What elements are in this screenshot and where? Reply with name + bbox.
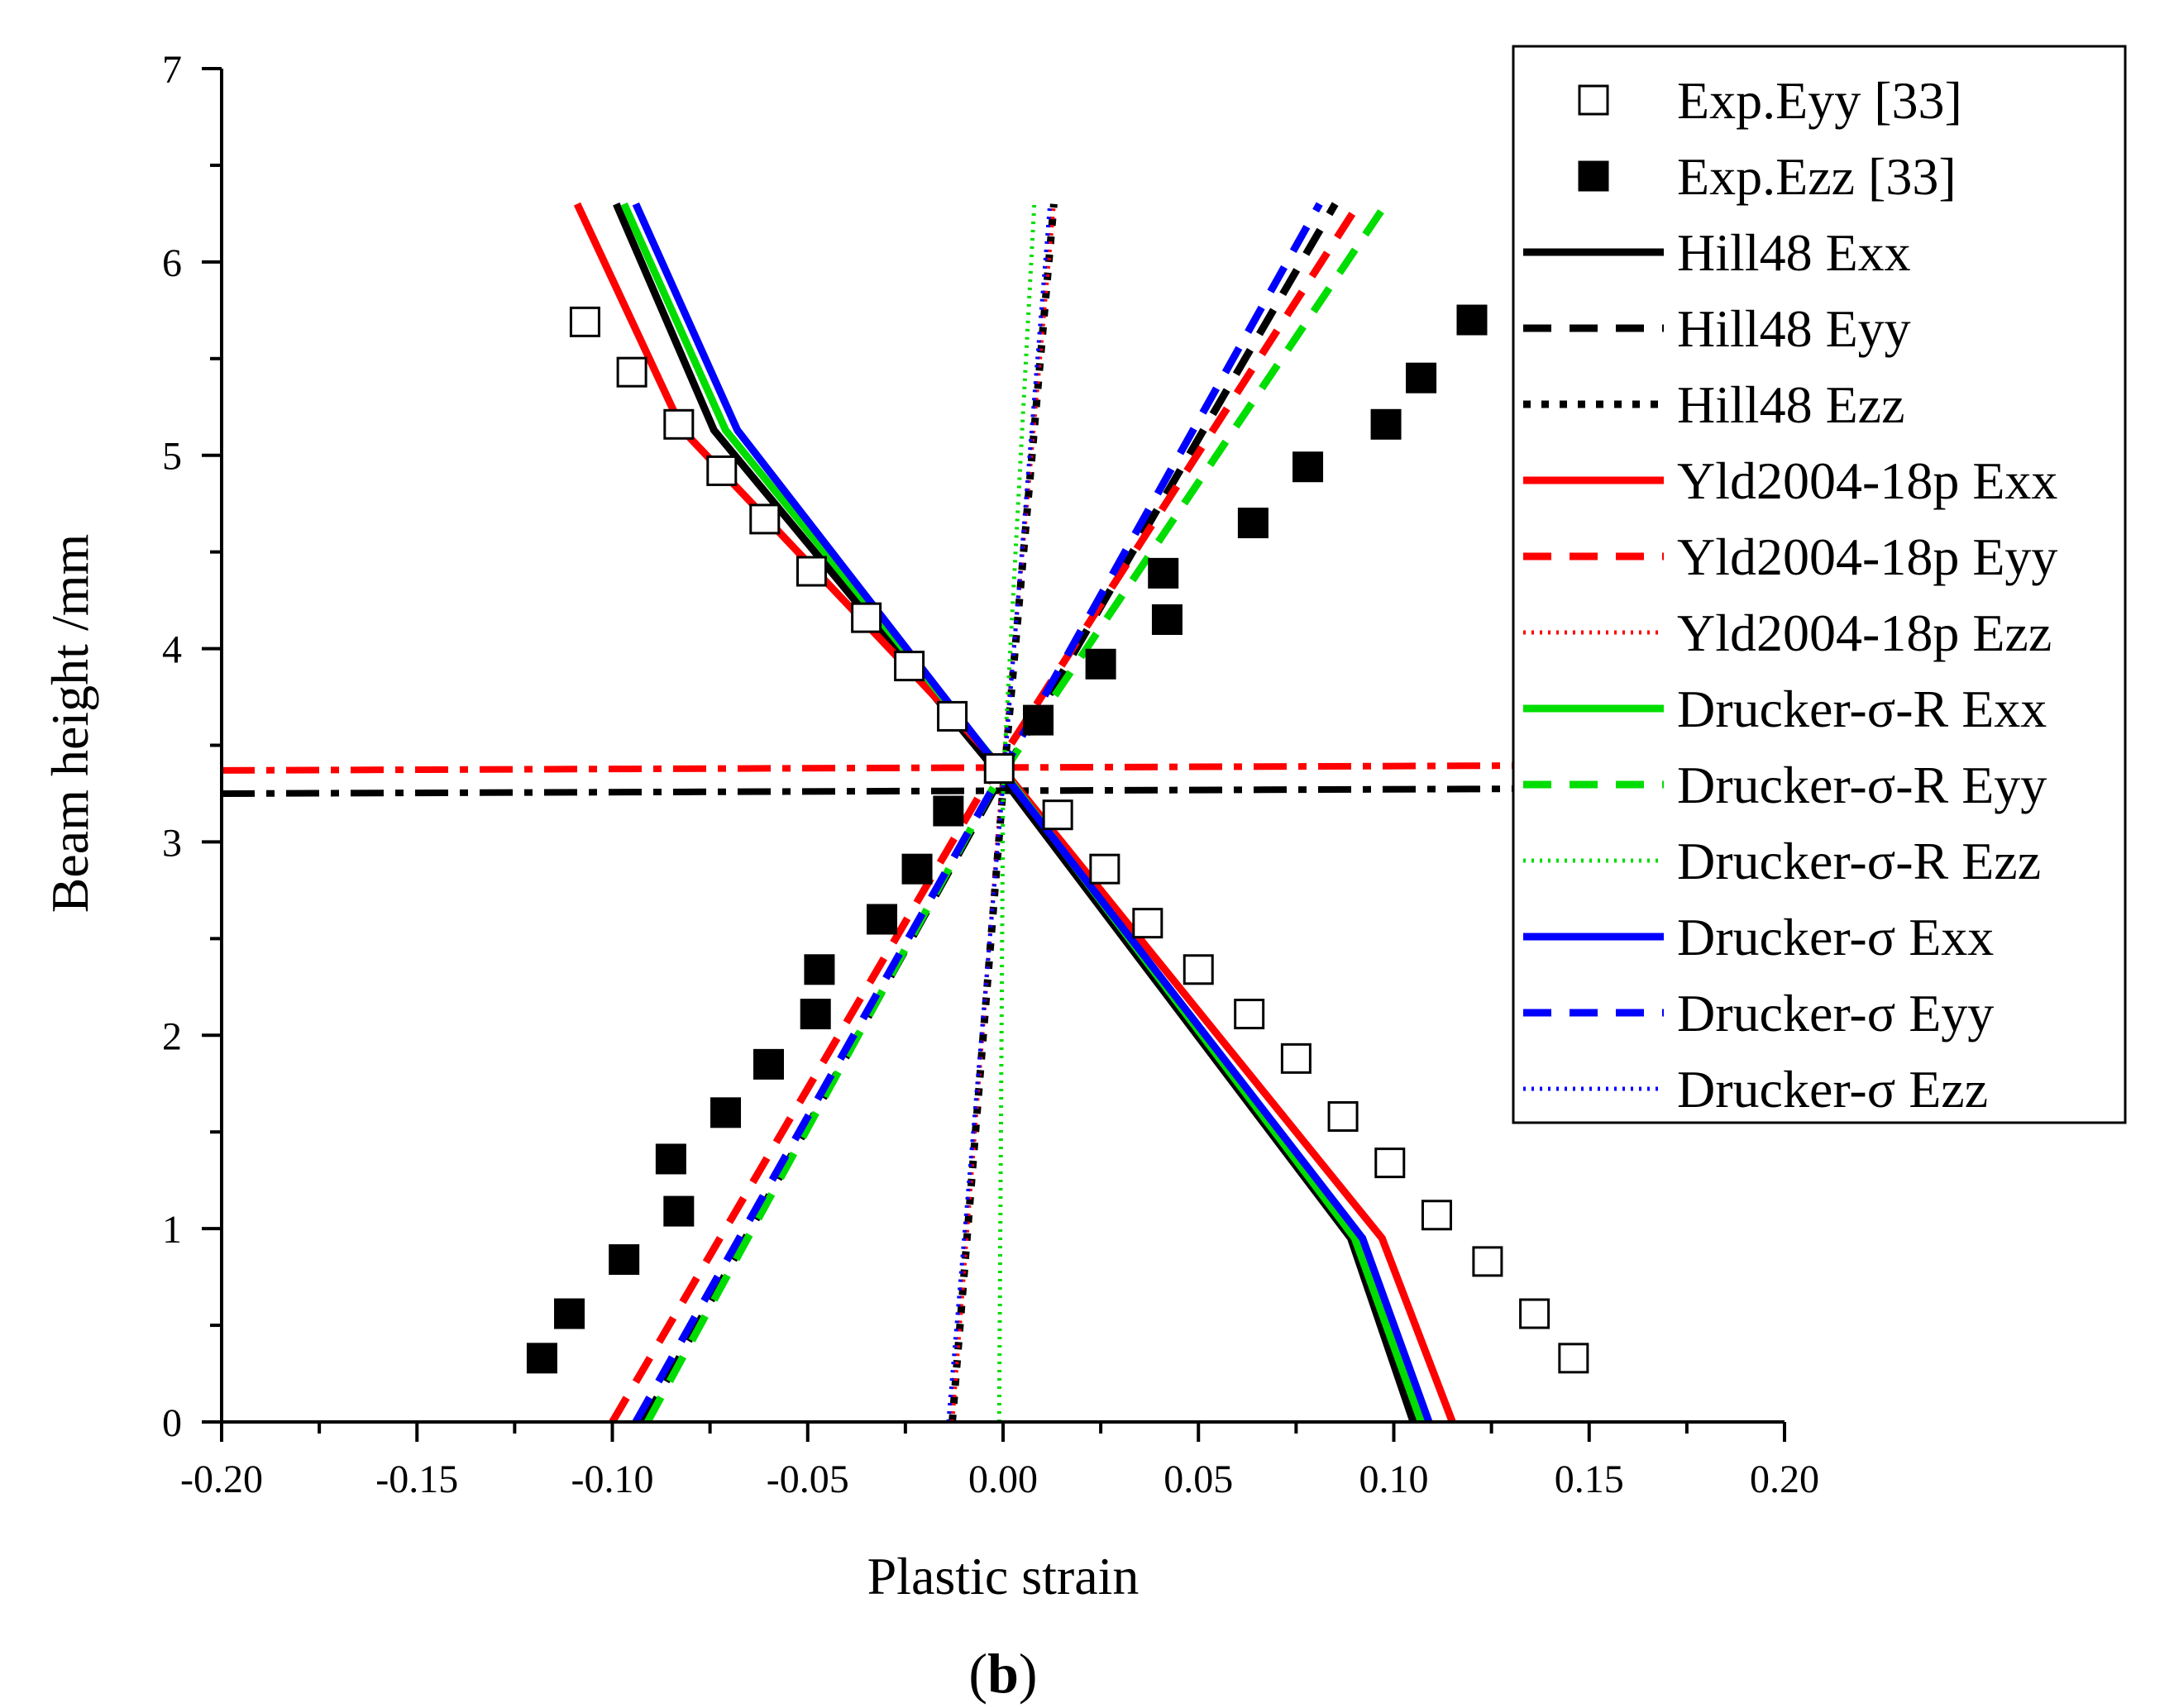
- data-point-exp-eyy-33: [569, 306, 600, 337]
- data-point-exp-ezz-33: [1292, 451, 1324, 483]
- data-point-exp-ezz-33: [554, 1298, 585, 1329]
- data-point-exp-eyy-33: [1089, 853, 1120, 885]
- x-tick-label: 0.00: [968, 1458, 1038, 1501]
- x-tick-label: -0.05: [767, 1458, 849, 1501]
- data-point-exp-ezz-33: [867, 904, 898, 935]
- data-point-exp-ezz-33: [753, 1048, 784, 1080]
- legend-label-hill48-exx: Hill48 Exx: [1677, 223, 1911, 282]
- data-point-exp-eyy-33: [1183, 954, 1214, 985]
- data-point-exp-ezz-33: [933, 795, 964, 827]
- x-tick-label: 0.10: [1359, 1458, 1429, 1501]
- data-point-exp-eyy-33: [1234, 999, 1265, 1030]
- legend-label-drucker-sigma-eyy: Drucker-σ Eyy: [1677, 984, 1994, 1042]
- data-point-exp-eyy-33: [663, 408, 695, 440]
- data-point-exp-ezz-33: [526, 1343, 557, 1374]
- legend-swatch-exp-ezz-33: [1578, 160, 1609, 192]
- data-point-exp-eyy-33: [894, 651, 925, 682]
- data-point-exp-ezz-33: [663, 1195, 695, 1227]
- data-point-exp-eyy-33: [616, 356, 647, 388]
- data-point-exp-eyy-33: [1132, 908, 1163, 939]
- data-point-exp-ezz-33: [800, 999, 831, 1030]
- data-point-exp-eyy-33: [1519, 1298, 1550, 1329]
- data-point-exp-eyy-33: [983, 753, 1015, 785]
- data-point-exp-ezz-33: [1151, 604, 1183, 635]
- data-point-exp-ezz-33: [1148, 557, 1179, 589]
- legend-label-exp-eyy-33: Exp.Eyy [33]: [1677, 71, 1962, 130]
- data-point-exp-ezz-33: [1456, 304, 1488, 336]
- x-tick-label: 0.15: [1555, 1458, 1624, 1501]
- legend-label-drucker-sigma-exx: Drucker-σ Exx: [1677, 908, 1994, 966]
- x-tick-label: -0.15: [375, 1458, 458, 1501]
- legend-label-exp-ezz-33: Exp.Ezz [33]: [1677, 147, 1957, 206]
- legend-label-drucker-sigma-r-ezz: Drucker-σ-R Ezz: [1677, 832, 2041, 890]
- legend-label-drucker-sigma-r-exx: Drucker-σ-R Exx: [1677, 680, 2047, 738]
- data-point-exp-ezz-33: [1406, 362, 1437, 394]
- series-line-drucker-sigma-r-ezz: [996, 203, 1037, 1423]
- series-line-drucker-sigma-r-eyy: [644, 202, 1389, 1424]
- panel-label: b: [987, 1642, 1019, 1705]
- legend-label-drucker-sigma-ezz: Drucker-σ Ezz: [1677, 1060, 1988, 1119]
- data-point-exp-eyy-33: [796, 556, 827, 587]
- data-point-exp-ezz-33: [1237, 508, 1269, 539]
- data-point-exp-eyy-33: [1558, 1343, 1589, 1374]
- data-point-exp-ezz-33: [1370, 408, 1402, 440]
- x-tick-label: -0.10: [571, 1458, 654, 1501]
- x-tick-label: -0.20: [180, 1458, 263, 1501]
- legend-box: [1512, 45, 2127, 1124]
- data-point-exp-eyy-33: [706, 455, 738, 486]
- x-tick-label: 0.20: [1750, 1458, 1819, 1501]
- data-point-exp-eyy-33: [1421, 1200, 1452, 1231]
- data-point-exp-eyy-33: [1472, 1246, 1503, 1277]
- y-tick-label: 0: [162, 1401, 182, 1445]
- series-line-drucker-sigma-eyy: [632, 202, 1323, 1424]
- data-point-exp-ezz-33: [901, 853, 933, 885]
- axes: -0.20 -0.15 -0.10 -0.05 0.00 0.05 0.10 0.15 0.20…: [162, 48, 1819, 1501]
- panel-caption: (b): [968, 1642, 1037, 1705]
- data-point-exp-ezz-33: [1085, 648, 1116, 680]
- legend-label-yld2004-18p-ezz: Yld2004-18p Ezz: [1677, 604, 2052, 662]
- legend-label-hill48-ezz: Hill48 Ezz: [1677, 375, 1904, 434]
- data-point-exp-eyy-33: [749, 503, 781, 535]
- data-point-exp-eyy-33: [1280, 1042, 1312, 1074]
- y-tick-label: 3: [162, 821, 182, 865]
- y-tick-label: 7: [162, 48, 182, 92]
- y-tick-label: 6: [162, 241, 182, 285]
- data-point-exp-ezz-33: [710, 1097, 742, 1128]
- y-axis-title: Beam height /mm: [41, 534, 99, 914]
- data-point-exp-ezz-33: [804, 954, 835, 985]
- data-point-exp-ezz-33: [655, 1143, 686, 1175]
- y-tick-label: 2: [162, 1014, 182, 1058]
- data-point-exp-eyy-33: [1042, 799, 1073, 831]
- data-point-exp-eyy-33: [851, 602, 882, 633]
- plot-area: [221, 202, 1785, 1424]
- x-axis-title: Plastic strain: [867, 1547, 1140, 1605]
- legend-swatch-exp-eyy-33: [1578, 84, 1609, 116]
- data-point-exp-eyy-33: [1327, 1101, 1359, 1133]
- series-line-drucker-sigma-exx: [632, 202, 1433, 1424]
- y-tick-label: 5: [162, 435, 182, 479]
- data-point-exp-ezz-33: [1023, 704, 1054, 736]
- legend-label-hill48-eyy: Hill48 Eyy: [1677, 299, 1911, 358]
- data-point-exp-eyy-33: [937, 700, 968, 732]
- data-point-exp-eyy-33: [1374, 1147, 1406, 1179]
- legend-label-yld2004-18p-eyy: Yld2004-18p Eyy: [1677, 527, 2057, 586]
- legend: Exp.Eyy [33] Exp.Ezz [33] Hill48 Exx Hill48…: [1512, 45, 2127, 1124]
- x-tick-label: 0.05: [1163, 1458, 1233, 1501]
- legend-label-yld2004-18p-exx: Yld2004-18p Exx: [1677, 451, 2057, 510]
- y-tick-label: 1: [162, 1208, 182, 1252]
- y-tick-label: 4: [162, 628, 182, 672]
- legend-label-drucker-sigma-r-eyy: Drucker-σ-R Eyy: [1677, 756, 2047, 814]
- data-point-exp-ezz-33: [609, 1244, 640, 1276]
